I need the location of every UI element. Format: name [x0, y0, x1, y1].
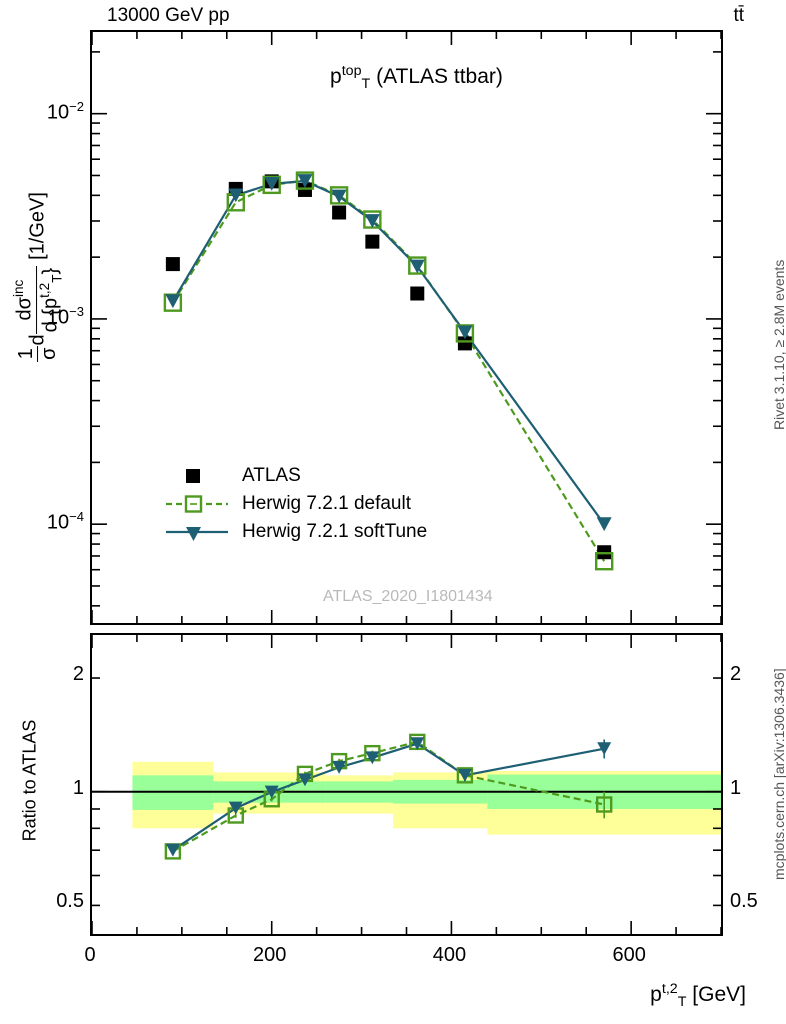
beam-energy-label: 13000 GeV pp — [107, 5, 230, 26]
plot-title: ptopT (ATLAS ttbar) — [330, 63, 503, 92]
y-title-den-1: σ — [38, 347, 61, 360]
x-title-sub: T — [677, 994, 687, 1011]
process-label: tt̄ — [733, 5, 744, 26]
ratio-y-axis-title: Ratio to ATLAS — [19, 719, 40, 842]
ratio-ytick-label-left-0: 2 — [72, 663, 84, 686]
xtick-label-1: 200 — [253, 944, 287, 966]
ratio-ytick-label-right-2: 0.5 — [730, 890, 758, 913]
legend-key-filled-square-icon — [166, 465, 228, 487]
ratio-ytick-label-right-1: 1 — [730, 776, 742, 799]
plot-title-rest: (ATLAS ttbar) — [376, 65, 503, 88]
xtick-label-0: 0 — [84, 944, 96, 966]
y-title-units: [1/GeV] — [26, 192, 49, 260]
ratio-plot-canvas — [92, 635, 721, 934]
xtick-label-3: 600 — [612, 944, 646, 966]
legend-item-herwig-default[interactable]: Herwig 7.2.1 default — [166, 490, 427, 518]
x-title-units: [GeV] — [692, 983, 746, 1006]
legend-key-filled-triangle-icon — [166, 521, 228, 543]
legend-label-herwig-softtune: Herwig 7.2.1 softTune — [242, 521, 428, 542]
ratio-ytick-label-left-1: 1 — [72, 776, 84, 799]
y-title-num-2: dσinc — [11, 265, 38, 335]
legend-label-atlas: ATLAS — [242, 465, 301, 486]
y-title-num-1: 1 — [15, 345, 39, 362]
mcplots-credit: mcplots.cern.ch [arXiv:1306.3436] — [771, 668, 786, 880]
ratio-ytick-label-right-0: 2 — [730, 663, 742, 686]
y-title-d1: d — [26, 334, 49, 346]
analysis-id-watermark: ATLAS_2020_I1801434 — [323, 588, 493, 605]
ratio-plot-panel — [90, 633, 723, 936]
x-axis-title: pt,2T [GeV] — [650, 981, 746, 1010]
plot-title-sup: top — [341, 63, 362, 79]
legend-key-open-square-icon — [166, 493, 228, 515]
ratio-ytick-label-left-2: 0.5 — [56, 890, 84, 913]
legend-item-herwig-softtune[interactable]: Herwig 7.2.1 softTune — [166, 518, 427, 546]
x-title-sup: t,2 — [661, 981, 678, 997]
plot-title-base: p — [330, 65, 342, 88]
main-plot-canvas — [92, 32, 721, 623]
rivet-version-credit: Rivet 3.1.10, ≥ 2.8M events — [771, 259, 786, 430]
main-ytick-label-2: 10−4 — [46, 509, 84, 534]
main-plot-panel — [90, 30, 723, 625]
legend-item-atlas[interactable]: ATLAS — [166, 462, 427, 490]
main-ytick-label-1: 10−3 — [46, 303, 84, 329]
plot-title-sub: T — [361, 76, 371, 93]
legend: ATLAS Herwig 7.2.1 default Herwig 7.2.1 … — [166, 462, 427, 546]
main-ytick-label-0: 10−2 — [46, 98, 84, 124]
xtick-label-2: 400 — [432, 944, 467, 966]
y-title-frac-1: 1 σ — [15, 345, 61, 362]
legend-label-herwig-default: Herwig 7.2.1 default — [242, 493, 411, 514]
main-y-axis-title: 1 σ d dσinc d {pt,2T} [1/GeV] — [11, 147, 65, 407]
x-title-base: p — [650, 983, 662, 1006]
